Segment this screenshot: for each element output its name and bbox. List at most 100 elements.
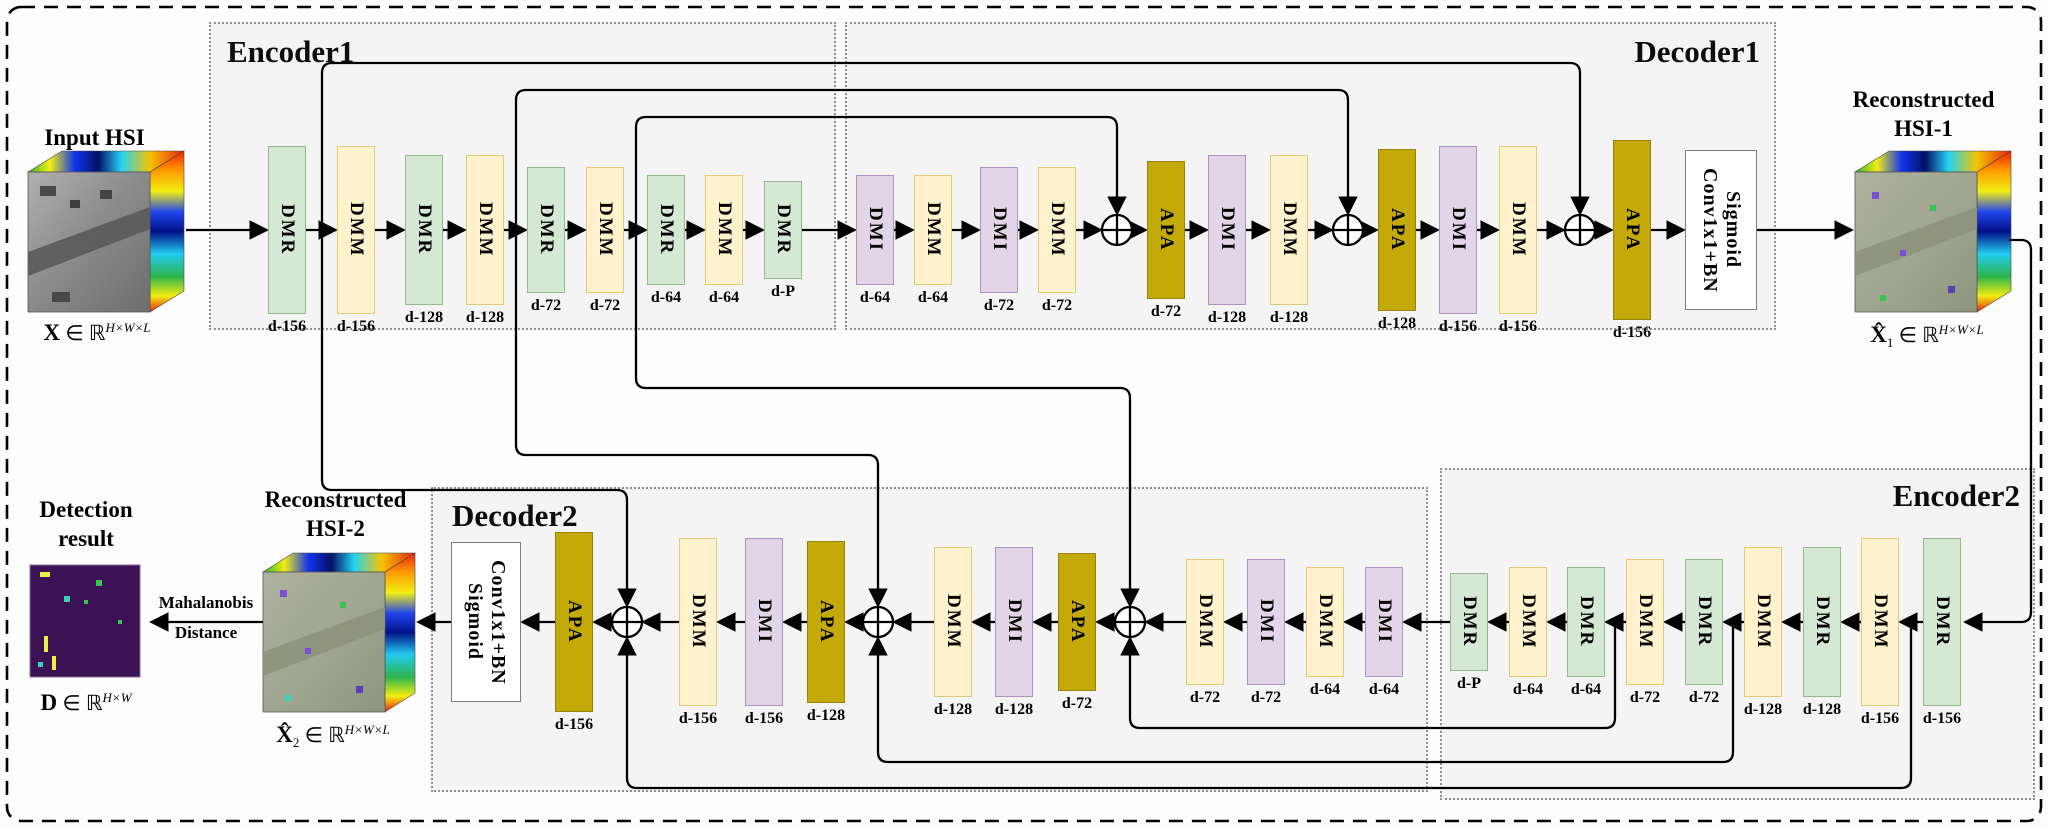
decoder2-block-dmi-d-128: DMI (995, 547, 1033, 697)
encoder2-block-dmr-d-156: DMR (1923, 538, 1961, 706)
encoder2-dim-label-d-128: d-128 (1802, 701, 1842, 718)
encoder2-dim-label-d-P: d-P (1457, 675, 1481, 692)
encoder1-dim-label-d-72: d-72 (530, 297, 562, 314)
encoder1-block-dmr-d-156: DMR (268, 146, 306, 314)
encoder2-dim-label-d-72: d-72 (1629, 689, 1661, 706)
block-label: DMR (277, 204, 298, 256)
block-label: APA (1387, 208, 1408, 252)
encoder1-block-dmm-d-156: DMM (337, 146, 375, 314)
decoder1-dim-label-d-64: d-64 (859, 289, 891, 306)
decoder2-block-dmm-d-156: DMM (679, 538, 717, 706)
decoder2-dim-label-d-156: d-156 (744, 710, 784, 727)
recon-hsi1-formula: X̂1 ∈ ℝH×W×L (1870, 322, 1984, 351)
block-label: DMR (536, 204, 557, 256)
decoder2-block-apa-d-128: APA (807, 541, 845, 703)
encoder2-title: Encoder2 (1892, 478, 2020, 513)
block-label: DMR (1694, 596, 1715, 648)
detection-formula: D ∈ ℝH×W (40, 690, 132, 715)
decoder2-dim-label-d-156: d-156 (678, 710, 718, 727)
decoder1-block-apa-d-156: APA (1613, 140, 1651, 320)
conv-top-line1: Conv1x1+BN (1699, 167, 1721, 293)
decoder2-title: Decoder2 (452, 498, 578, 533)
encoder1-dim-label-d-72: d-72 (589, 297, 621, 314)
decoder1-block-dmi-d-128: DMI (1208, 155, 1246, 305)
encoder2-block-dmr-d-72: DMR (1685, 559, 1723, 685)
conv-top-line2: Sigmoid (1722, 191, 1744, 269)
block-label: APA (1622, 208, 1643, 252)
block-label: DMR (1932, 596, 1953, 648)
decoder2-dim-label-d-72: d-72 (1061, 695, 1093, 712)
decoder2-dim-label-d-64: d-64 (1368, 681, 1400, 698)
encoder2-block-dmm-d-156: DMM (1861, 538, 1899, 706)
conv-bottom-line1: Sigmoid (464, 583, 486, 661)
decoder2-block-apa-d-72: APA (1058, 553, 1096, 691)
encoder2-block-dmr-d-128: DMR (1803, 547, 1841, 697)
block-label: DMR (1812, 596, 1833, 648)
block-label: DMI (1217, 207, 1238, 253)
encoder1-block-dmr-d-P: DMR (764, 181, 802, 279)
block-label: DMI (1448, 207, 1469, 253)
encoder1-dim-label-d-P: d-P (771, 283, 795, 300)
encoder2-dim-label-d-156: d-156 (1922, 710, 1962, 727)
decoder1-block-dmm-d-72: DMM (1038, 167, 1076, 293)
decoder2-dim-label-d-128: d-128 (806, 707, 846, 724)
decoder1-dim-label-d-156: d-156 (1498, 318, 1538, 335)
decoder1-block-dmi-d-72: DMI (980, 167, 1018, 293)
block-label: DMM (1870, 594, 1891, 650)
block-label: DMI (865, 207, 886, 253)
encoder1-dim-label-d-64: d-64 (708, 289, 740, 306)
recon-hsi2-formula: X̂2 ∈ ℝH×W×L (276, 722, 390, 751)
encoder2-dim-label-d-64: d-64 (1512, 681, 1544, 698)
encoder2-dim-label-d-128: d-128 (1743, 701, 1783, 718)
block-label: DMR (414, 204, 435, 256)
block-label: DMM (688, 594, 709, 650)
encoder1-dim-label-d-64: d-64 (650, 289, 682, 306)
block-label: DMM (1753, 594, 1774, 650)
encoder1-dim-label-d-156: d-156 (336, 318, 376, 335)
block-label: DMM (346, 202, 367, 258)
encoder2-dim-label-d-64: d-64 (1570, 681, 1602, 698)
detection-title: Detection result (39, 497, 133, 551)
decoder1-dim-label-d-64: d-64 (917, 289, 949, 306)
block-label: DMM (1315, 594, 1336, 650)
decoder2-dim-label-d-156: d-156 (554, 716, 594, 733)
decoder2-block-dmi-d-64: DMI (1365, 567, 1403, 677)
decoder1-dim-label-d-156: d-156 (1612, 324, 1652, 341)
encoder2-block-dmm-d-128: DMM (1744, 547, 1782, 697)
decoder2-block-dmi-d-72: DMI (1247, 559, 1285, 685)
recon-hsi1-title: Reconstructed HSI-1 (1852, 87, 1995, 141)
decoder1-block-apa-d-128: APA (1378, 149, 1416, 311)
mahalanobis-label: Mahalanobis Distance (158, 593, 254, 642)
encoder2-block-dmr-d-64: DMR (1567, 567, 1605, 677)
block-label: DMI (1374, 599, 1395, 645)
encoder2-block-dmm-d-72: DMM (1626, 559, 1664, 685)
recon-hsi2-title: Reconstructed HSI-2 (264, 487, 407, 541)
decoder1-block-apa-d-72: APA (1147, 161, 1185, 299)
encoder1-block-dmm-d-64: DMM (705, 175, 743, 285)
encoder1-block-dmr-d-128: DMR (405, 155, 443, 305)
block-label: APA (1156, 208, 1177, 252)
input-formula: X ∈ ℝH×W×L (43, 320, 151, 345)
block-label: DMM (923, 202, 944, 258)
encoder2-block-dmr-d-P: DMR (1450, 573, 1488, 671)
conv1x1-bn-sigmoid-top: Conv1x1+BN Sigmoid (1685, 150, 1757, 310)
input-hsi-title: Input HSI (44, 125, 145, 150)
decoder2-dim-label-d-72: d-72 (1189, 689, 1221, 706)
block-label: DMM (1635, 594, 1656, 650)
decoder1-title: Decoder1 (1634, 34, 1760, 69)
decoder1-dim-label-d-72: d-72 (983, 297, 1015, 314)
block-label: DMR (1576, 596, 1597, 648)
decoder1-dim-label-d-156: d-156 (1438, 318, 1478, 335)
block-label: DMM (595, 202, 616, 258)
encoder1-block-dmr-d-64: DMR (647, 175, 685, 285)
block-label: DMM (943, 594, 964, 650)
encoder2-dim-label-d-156: d-156 (1860, 710, 1900, 727)
block-label: DMM (1508, 202, 1529, 258)
encoder1-dim-label-d-128: d-128 (404, 309, 444, 326)
decoder2-dim-label-d-72: d-72 (1250, 689, 1282, 706)
decoder2-block-dmm-d-64: DMM (1306, 567, 1344, 677)
block-label: DMI (989, 207, 1010, 253)
block-label: DMM (475, 202, 496, 258)
